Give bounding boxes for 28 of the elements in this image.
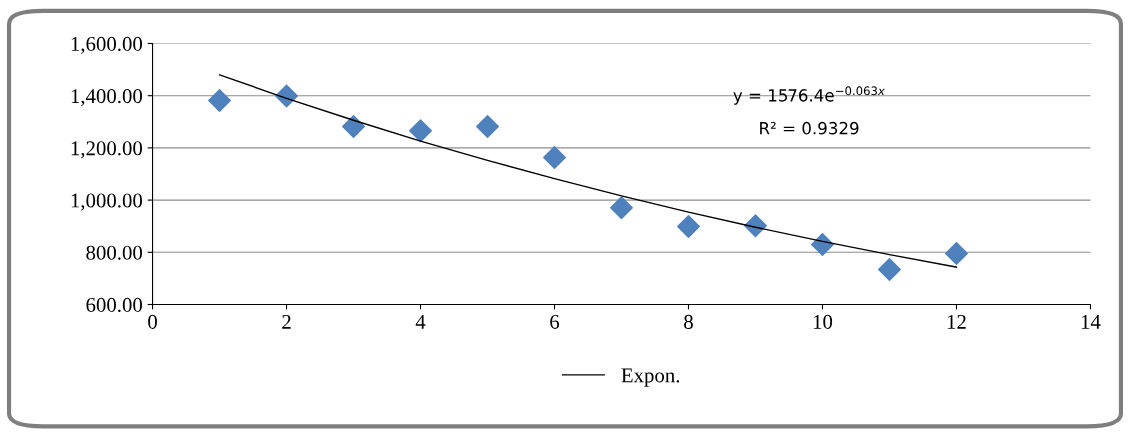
point — [945, 242, 968, 266]
y-tick-label: 1,600.00 — [71, 36, 143, 54]
x-tick-label: 0 — [148, 314, 157, 329]
x-tick-label: 4 — [415, 314, 426, 329]
x-tick-label: 6 — [550, 314, 560, 329]
point — [342, 115, 365, 138]
y-tick-label: 1,200.00 — [71, 141, 143, 159]
annotation: R² = 0.9329 — [760, 121, 859, 135]
x-tick-label: 8 — [684, 314, 693, 329]
y-tick-label: 800.00 — [86, 245, 143, 260]
point — [677, 215, 700, 238]
point — [275, 84, 298, 108]
point — [208, 88, 231, 112]
y-tick-label: 1,400.00 — [71, 89, 143, 107]
y-tick-label: 1,000.00 — [71, 193, 143, 211]
point — [476, 115, 499, 138]
point — [878, 258, 901, 281]
annotation: y = 1576.4e$^{−0.063x}$ — [733, 86, 885, 105]
x-tick-label: 14 — [1081, 314, 1101, 329]
point — [409, 119, 432, 143]
x-tick-label: 12 — [947, 314, 966, 329]
legend-label: Expon. — [621, 368, 680, 387]
point — [610, 196, 633, 220]
x-tick-label: 2 — [282, 314, 291, 329]
line-series — [218, 74, 958, 268]
x-tick-label: 10 — [813, 314, 833, 329]
y-tick-label: 600.00 — [86, 297, 143, 313]
point — [543, 146, 566, 170]
